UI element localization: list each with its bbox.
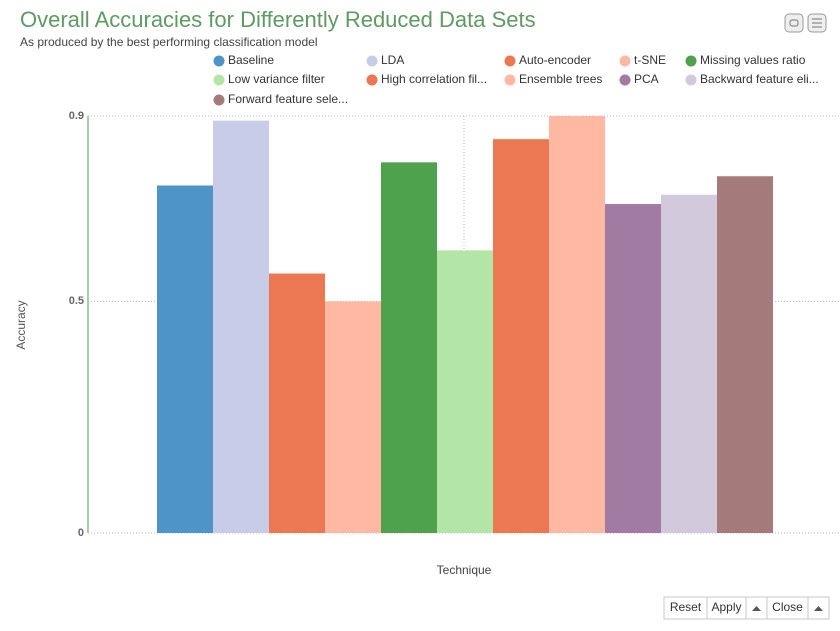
- legend-swatch: [366, 74, 378, 86]
- bar: [157, 185, 213, 533]
- bar: [325, 301, 381, 533]
- icon: [812, 18, 822, 28]
- legend-swatch: [619, 55, 631, 67]
- chart-subtitle: As produced by the best performing class…: [20, 35, 318, 49]
- legend-swatch: [213, 55, 225, 67]
- icon: [789, 19, 799, 27]
- button-label: Apply: [711, 600, 741, 614]
- toolbar-icons[interactable]: [784, 13, 827, 33]
- legend-label: Ensemble trees: [519, 72, 602, 86]
- legend-label: Baseline: [228, 53, 274, 67]
- button-label: Close: [772, 600, 803, 614]
- bar: [605, 204, 661, 534]
- legend-swatch: [213, 74, 225, 86]
- arrow-icon: [814, 606, 823, 611]
- bar: [549, 116, 605, 533]
- legend-swatch: [504, 74, 516, 86]
- chart-title: Overall Accuracies for Differently Reduc…: [20, 7, 536, 32]
- legend-label: Auto-encoder: [519, 53, 591, 67]
- legend-label: High correlation fil...: [381, 72, 487, 86]
- legend-label: Low variance filter: [228, 72, 325, 86]
- y-tick-label: 0.9: [69, 110, 84, 122]
- controls: Reset Apply Close: [663, 596, 830, 620]
- bar: [717, 176, 773, 533]
- legend-swatch: [213, 94, 225, 106]
- legend-swatch: [504, 55, 516, 67]
- legend-swatch: [685, 74, 697, 86]
- arrow-icon: [752, 606, 761, 611]
- legend-label: LDA: [381, 53, 404, 67]
- x-axis-label: Technique: [437, 563, 492, 577]
- y-tick-label: 0: [78, 527, 84, 539]
- legend-swatch: [366, 55, 378, 67]
- bar: [269, 273, 325, 533]
- icon-button[interactable]: [784, 13, 804, 33]
- bar: [661, 194, 717, 533]
- button-label: Reset: [670, 600, 702, 614]
- legend-label: Forward feature sele...: [228, 92, 348, 106]
- y-axis-label: Accuracy: [14, 300, 28, 349]
- bar: [493, 139, 549, 533]
- legend-label: Backward feature eli...: [700, 72, 819, 86]
- legend-swatch: [685, 55, 697, 67]
- bar: [213, 120, 269, 533]
- bar: [437, 250, 493, 533]
- legend-label: PCA: [634, 72, 659, 86]
- y-tick-label: 0.5: [69, 295, 84, 307]
- bar: [381, 162, 437, 534]
- legend-label: Missing values ratio: [700, 53, 806, 67]
- legend-swatch: [619, 74, 631, 86]
- legend-label: t-SNE: [634, 53, 666, 67]
